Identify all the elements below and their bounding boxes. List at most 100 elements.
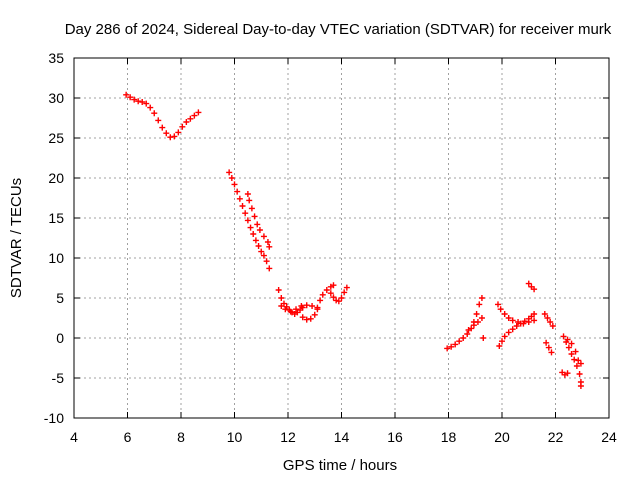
data-point — [246, 197, 253, 204]
data-point — [250, 231, 257, 237]
data-point — [159, 124, 166, 131]
data-point — [478, 295, 485, 301]
data-point — [560, 333, 567, 340]
data-point — [531, 317, 538, 324]
x-tick-label: 8 — [177, 429, 185, 445]
data-points — [123, 91, 584, 389]
y-tick-label: 25 — [48, 130, 64, 146]
data-point — [531, 286, 538, 293]
data-point — [139, 99, 146, 105]
data-point — [317, 297, 324, 304]
data-point — [330, 294, 337, 301]
data-point — [163, 130, 170, 137]
data-point — [255, 243, 262, 249]
x-tick-label: 16 — [387, 429, 403, 445]
data-point — [242, 210, 249, 217]
data-point — [131, 96, 138, 103]
data-point — [287, 308, 294, 315]
data-point — [575, 357, 582, 364]
chart-title: Day 286 of 2024, Sidereal Day-to-day VTE… — [65, 21, 612, 38]
y-tick-label: -10 — [44, 410, 64, 426]
data-point — [147, 104, 154, 111]
y-tick-label: -5 — [52, 370, 65, 386]
data-point — [545, 344, 552, 351]
data-point — [228, 175, 235, 181]
y-tick-label: 10 — [48, 250, 64, 266]
data-point — [497, 306, 504, 313]
data-point — [252, 237, 259, 244]
data-point — [476, 301, 483, 308]
data-point — [576, 371, 583, 377]
data-point — [544, 315, 551, 321]
data-point — [505, 329, 512, 336]
data-point — [571, 356, 578, 363]
x-axis-label: GPS time / hours — [283, 457, 397, 474]
data-point — [564, 370, 571, 377]
data-point — [258, 248, 265, 255]
data-point — [501, 333, 508, 340]
data-point — [266, 265, 273, 272]
data-point — [330, 282, 337, 289]
data-point — [151, 110, 158, 117]
x-tick-label: 4 — [70, 429, 78, 445]
data-point — [513, 323, 520, 329]
data-point — [143, 100, 150, 107]
data-point — [568, 351, 575, 357]
data-point — [303, 316, 310, 323]
data-point — [341, 289, 348, 296]
data-point — [299, 314, 306, 321]
data-point — [478, 315, 485, 321]
y-axis-label: SDTVAR / TECUs — [8, 178, 25, 298]
data-point — [251, 213, 258, 220]
data-point — [335, 298, 342, 305]
y-tick-label: 5 — [56, 290, 64, 306]
data-point — [338, 295, 345, 301]
data-point — [123, 91, 130, 98]
y-tick-label: 30 — [48, 90, 64, 106]
data-point — [282, 306, 289, 313]
data-point — [568, 340, 575, 347]
y-axis-tick-labels: -10 -5 0 5 10 15 20 25 30 35 — [44, 50, 64, 426]
data-point — [343, 284, 350, 291]
x-tick-label: 6 — [124, 429, 132, 445]
data-point — [565, 344, 572, 351]
data-point — [577, 383, 584, 389]
data-point — [175, 129, 182, 136]
data-point — [474, 319, 481, 325]
data-point — [314, 304, 321, 311]
data-point — [256, 227, 263, 233]
data-point — [244, 191, 251, 197]
data-point — [195, 109, 202, 116]
data-point — [541, 311, 548, 317]
grid-lines — [74, 58, 609, 418]
data-point — [311, 311, 318, 318]
data-point — [564, 336, 571, 343]
plot-frame — [73, 57, 610, 419]
data-point — [573, 363, 580, 369]
data-point — [549, 323, 556, 329]
data-point — [278, 295, 285, 301]
y-tick-label: 0 — [56, 330, 64, 346]
data-point — [572, 348, 579, 355]
data-point — [319, 291, 326, 298]
x-tick-label: 22 — [548, 429, 564, 445]
data-point — [248, 205, 255, 212]
data-point — [531, 311, 538, 317]
data-point — [183, 119, 190, 125]
data-point — [548, 349, 555, 356]
data-point — [323, 287, 330, 293]
data-point — [303, 302, 310, 309]
data-point — [234, 188, 241, 195]
data-point — [264, 239, 271, 245]
x-tick-label: 18 — [441, 429, 457, 445]
data-point — [179, 123, 186, 130]
x-tick-label: 14 — [334, 429, 350, 445]
data-point — [577, 360, 584, 367]
data-point — [127, 94, 134, 101]
data-point — [187, 115, 194, 122]
data-point — [460, 335, 467, 341]
data-point — [309, 303, 316, 309]
data-point — [260, 252, 267, 259]
data-point — [505, 315, 512, 321]
